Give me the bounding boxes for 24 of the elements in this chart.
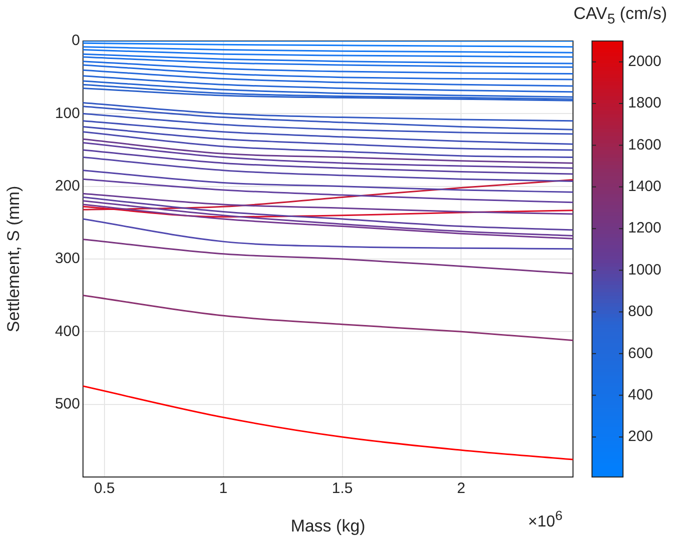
y-tick-label: 200	[54, 177, 80, 194]
x-tick-label: 1.5	[332, 480, 353, 498]
color-bar-label: 600	[628, 344, 654, 362]
color-bar-label: 1600	[628, 136, 662, 154]
color-bar-label: 200	[628, 428, 654, 446]
x-tick-label: 1	[219, 480, 228, 498]
color-bar-label: 1400	[628, 178, 662, 196]
color-bar-label: 1800	[628, 94, 662, 112]
y-tick-label: 300	[54, 250, 80, 268]
color-bar-label: 1200	[628, 220, 662, 237]
text: ×10$^{6}$	[528, 508, 563, 532]
y-axis-title: Settlement, S (mm)	[4, 186, 23, 332]
color-bar-label: 1000	[628, 261, 662, 278]
x-tick-label: 2	[457, 480, 466, 498]
y-tick-label: 0	[72, 32, 80, 50]
color-bar-label: 2000	[628, 52, 662, 70]
color-bar-label: 800	[628, 303, 654, 320]
x-tick-label: 0.5	[94, 480, 115, 498]
y-tick-label: 400	[54, 322, 80, 340]
y-tick-label: 500	[54, 395, 80, 412]
color-bar-title: CAV$_{5}$ (cm/s)	[573, 4, 667, 28]
color-bar-label: 400	[628, 386, 654, 404]
y-tick-label: 100	[54, 104, 80, 122]
x-axis-title: Mass (kg)	[290, 516, 366, 536]
